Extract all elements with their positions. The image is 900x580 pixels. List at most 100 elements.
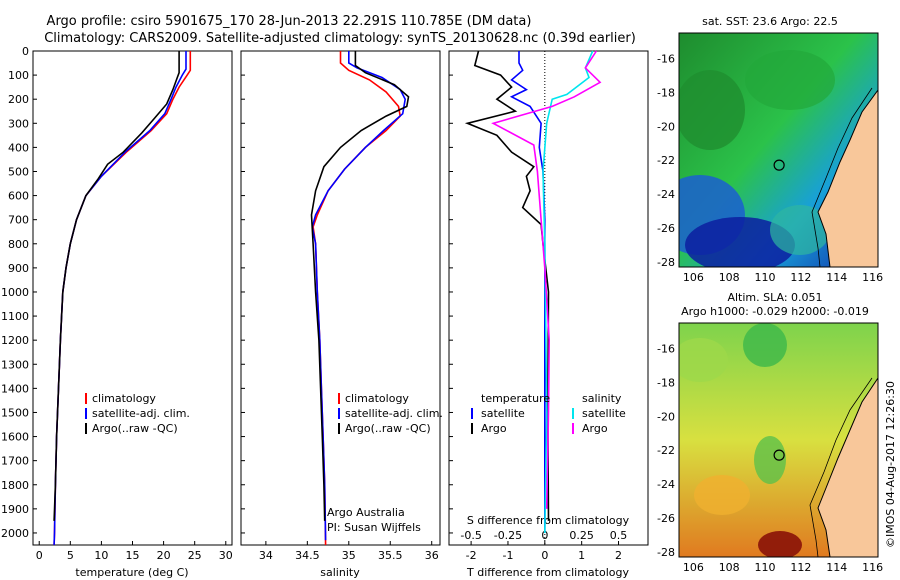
y-tick-label: 1700 bbox=[1, 455, 29, 468]
temperature-legend: climatology satellite-adj. clim. Argo(..… bbox=[85, 392, 190, 435]
map-y-tick-label: -22 bbox=[657, 154, 675, 167]
x-tick-label: 30 bbox=[219, 549, 233, 562]
difference-legend: temperature satellite Argo salinity sate… bbox=[471, 392, 626, 435]
y-tick-label: 1200 bbox=[1, 334, 29, 347]
sst-map-frame bbox=[678, 32, 879, 268]
salinity-axis-label: salinity bbox=[320, 566, 360, 579]
sst-map-title: sat. SST: 23.6 Argo: 22.5 bbox=[702, 15, 838, 28]
x-tick-label: 20 bbox=[157, 549, 171, 562]
data-series bbox=[53, 50, 602, 546]
land-mass bbox=[817, 377, 878, 557]
s-difference-tick-label: -0.25 bbox=[494, 529, 522, 542]
x-tick-label: 34 bbox=[259, 549, 273, 562]
s-difference-tick-label: 0.5 bbox=[610, 529, 628, 542]
y-tick-label: 1600 bbox=[1, 431, 29, 444]
series-climatology bbox=[53, 51, 192, 546]
isobath-line bbox=[811, 87, 873, 267]
legend-label-climatology: climatology bbox=[92, 392, 156, 405]
y-tick-label: 1400 bbox=[1, 382, 29, 395]
x-tick-label: 35 bbox=[342, 549, 356, 562]
map-x-tick-label: 108 bbox=[719, 271, 740, 284]
series-climatology bbox=[312, 51, 402, 546]
y-tick-label: 900 bbox=[8, 262, 29, 275]
map-x-tick-label: 108 bbox=[719, 561, 740, 574]
map-y-tick-label: -18 bbox=[657, 376, 675, 389]
figure-title-line1: Argo profile: csiro 5901675_170 28-Jun-2… bbox=[47, 14, 532, 29]
y-tick-label: 1000 bbox=[1, 286, 29, 299]
map-x-tick-label: 116 bbox=[862, 561, 883, 574]
imos-credit: ©IMOS 04-Aug-2017 12:26:30 bbox=[884, 381, 897, 548]
sla-map-title2: Argo h1000: -0.029 h2000: -0.019 bbox=[681, 305, 869, 318]
x-tick-label: 1 bbox=[578, 549, 585, 562]
sla-patch bbox=[758, 531, 802, 557]
x-tick-label: 35.5 bbox=[378, 549, 403, 562]
series-salinity-argo bbox=[491, 50, 602, 509]
series-satellite-adj-clim bbox=[53, 51, 187, 546]
map-x-tick-label: 106 bbox=[683, 271, 704, 284]
x-tick-label: 34.5 bbox=[295, 549, 320, 562]
series-salinity-satellite bbox=[542, 50, 594, 534]
map-y-tick-label: -26 bbox=[657, 512, 675, 525]
y-tick-label: 400 bbox=[8, 141, 29, 154]
map-y-tick-label: -28 bbox=[657, 546, 675, 559]
legend-label-satellite: satellite-adj. clim. bbox=[345, 407, 443, 420]
sst-patch bbox=[679, 70, 745, 150]
axis-ticks: 0100200300400500600700800900100011001200… bbox=[1, 45, 883, 574]
x-tick-label: 15 bbox=[126, 549, 140, 562]
salinity-legend: climatology satellite-adj. clim. Argo(..… bbox=[327, 392, 443, 534]
x-tick-label: 5 bbox=[67, 549, 74, 562]
y-tick-label: 100 bbox=[8, 69, 29, 82]
map-y-tick-label: -16 bbox=[657, 52, 675, 65]
legend-label-sal-satellite: satellite bbox=[582, 407, 626, 420]
x-tick-label: 36 bbox=[425, 549, 439, 562]
map-y-tick-label: -24 bbox=[657, 478, 675, 491]
difference-panel-frame bbox=[448, 50, 649, 546]
temperature-axis-label: temperature (deg C) bbox=[75, 566, 188, 579]
s-difference-tick-label: 0.25 bbox=[569, 529, 594, 542]
map-y-tick-label: -22 bbox=[657, 444, 675, 457]
argo-australia-note: Argo Australia bbox=[327, 506, 405, 519]
legend-label-sal-argo: Argo bbox=[582, 422, 608, 435]
map-y-tick-label: -28 bbox=[657, 256, 675, 269]
legend-label-climatology: climatology bbox=[345, 392, 409, 405]
legend-label-temp-satellite: satellite bbox=[481, 407, 525, 420]
sla-patch bbox=[754, 436, 786, 484]
map-y-tick-label: -26 bbox=[657, 222, 675, 235]
map-x-tick-label: 114 bbox=[826, 271, 847, 284]
sst-patch bbox=[745, 50, 835, 110]
series-temperature-argo bbox=[464, 50, 550, 521]
sla-patch bbox=[694, 475, 750, 515]
y-tick-label: 300 bbox=[8, 117, 29, 130]
argo-float-marker bbox=[773, 449, 785, 461]
salinity-panel-frame bbox=[240, 50, 441, 546]
y-tick-label: 2000 bbox=[1, 527, 29, 540]
x-tick-label: 0 bbox=[541, 549, 548, 562]
land-mass bbox=[817, 89, 878, 267]
map-x-tick-label: 116 bbox=[862, 271, 883, 284]
y-tick-label: 600 bbox=[8, 190, 29, 203]
legend-label-argo: Argo(..raw -QC) bbox=[92, 422, 178, 435]
x-tick-label: 0 bbox=[36, 549, 43, 562]
map-x-tick-label: 114 bbox=[826, 561, 847, 574]
sla-map: Altim. SLA: 0.051 Argo h1000: -0.029 h20… bbox=[678, 291, 879, 558]
y-tick-label: 0 bbox=[22, 45, 29, 58]
series-argo-raw-qc bbox=[310, 51, 410, 521]
x-tick-label: 25 bbox=[188, 549, 202, 562]
x-tick-label: -2 bbox=[466, 549, 477, 562]
s-difference-tick-label: 0 bbox=[541, 529, 548, 542]
pi-note: PI: Susan Wijffels bbox=[327, 521, 421, 534]
map-x-tick-label: 106 bbox=[683, 561, 704, 574]
y-tick-label: 1800 bbox=[1, 479, 29, 492]
sla-map-title1: Altim. SLA: 0.051 bbox=[727, 291, 822, 304]
legend-label-temp-argo: Argo bbox=[481, 422, 507, 435]
x-tick-label: 10 bbox=[94, 549, 108, 562]
y-tick-label: 1900 bbox=[1, 503, 29, 516]
y-tick-label: 1100 bbox=[1, 310, 29, 323]
y-tick-label: 500 bbox=[8, 165, 29, 178]
s-difference-tick-label: -0.5 bbox=[460, 529, 481, 542]
series-temperature-satellite bbox=[509, 51, 546, 533]
y-tick-label: 1500 bbox=[1, 406, 29, 419]
argo-float-marker bbox=[773, 159, 785, 171]
map-x-tick-label: 112 bbox=[790, 561, 811, 574]
legend-label-argo: Argo(..raw -QC) bbox=[345, 422, 431, 435]
